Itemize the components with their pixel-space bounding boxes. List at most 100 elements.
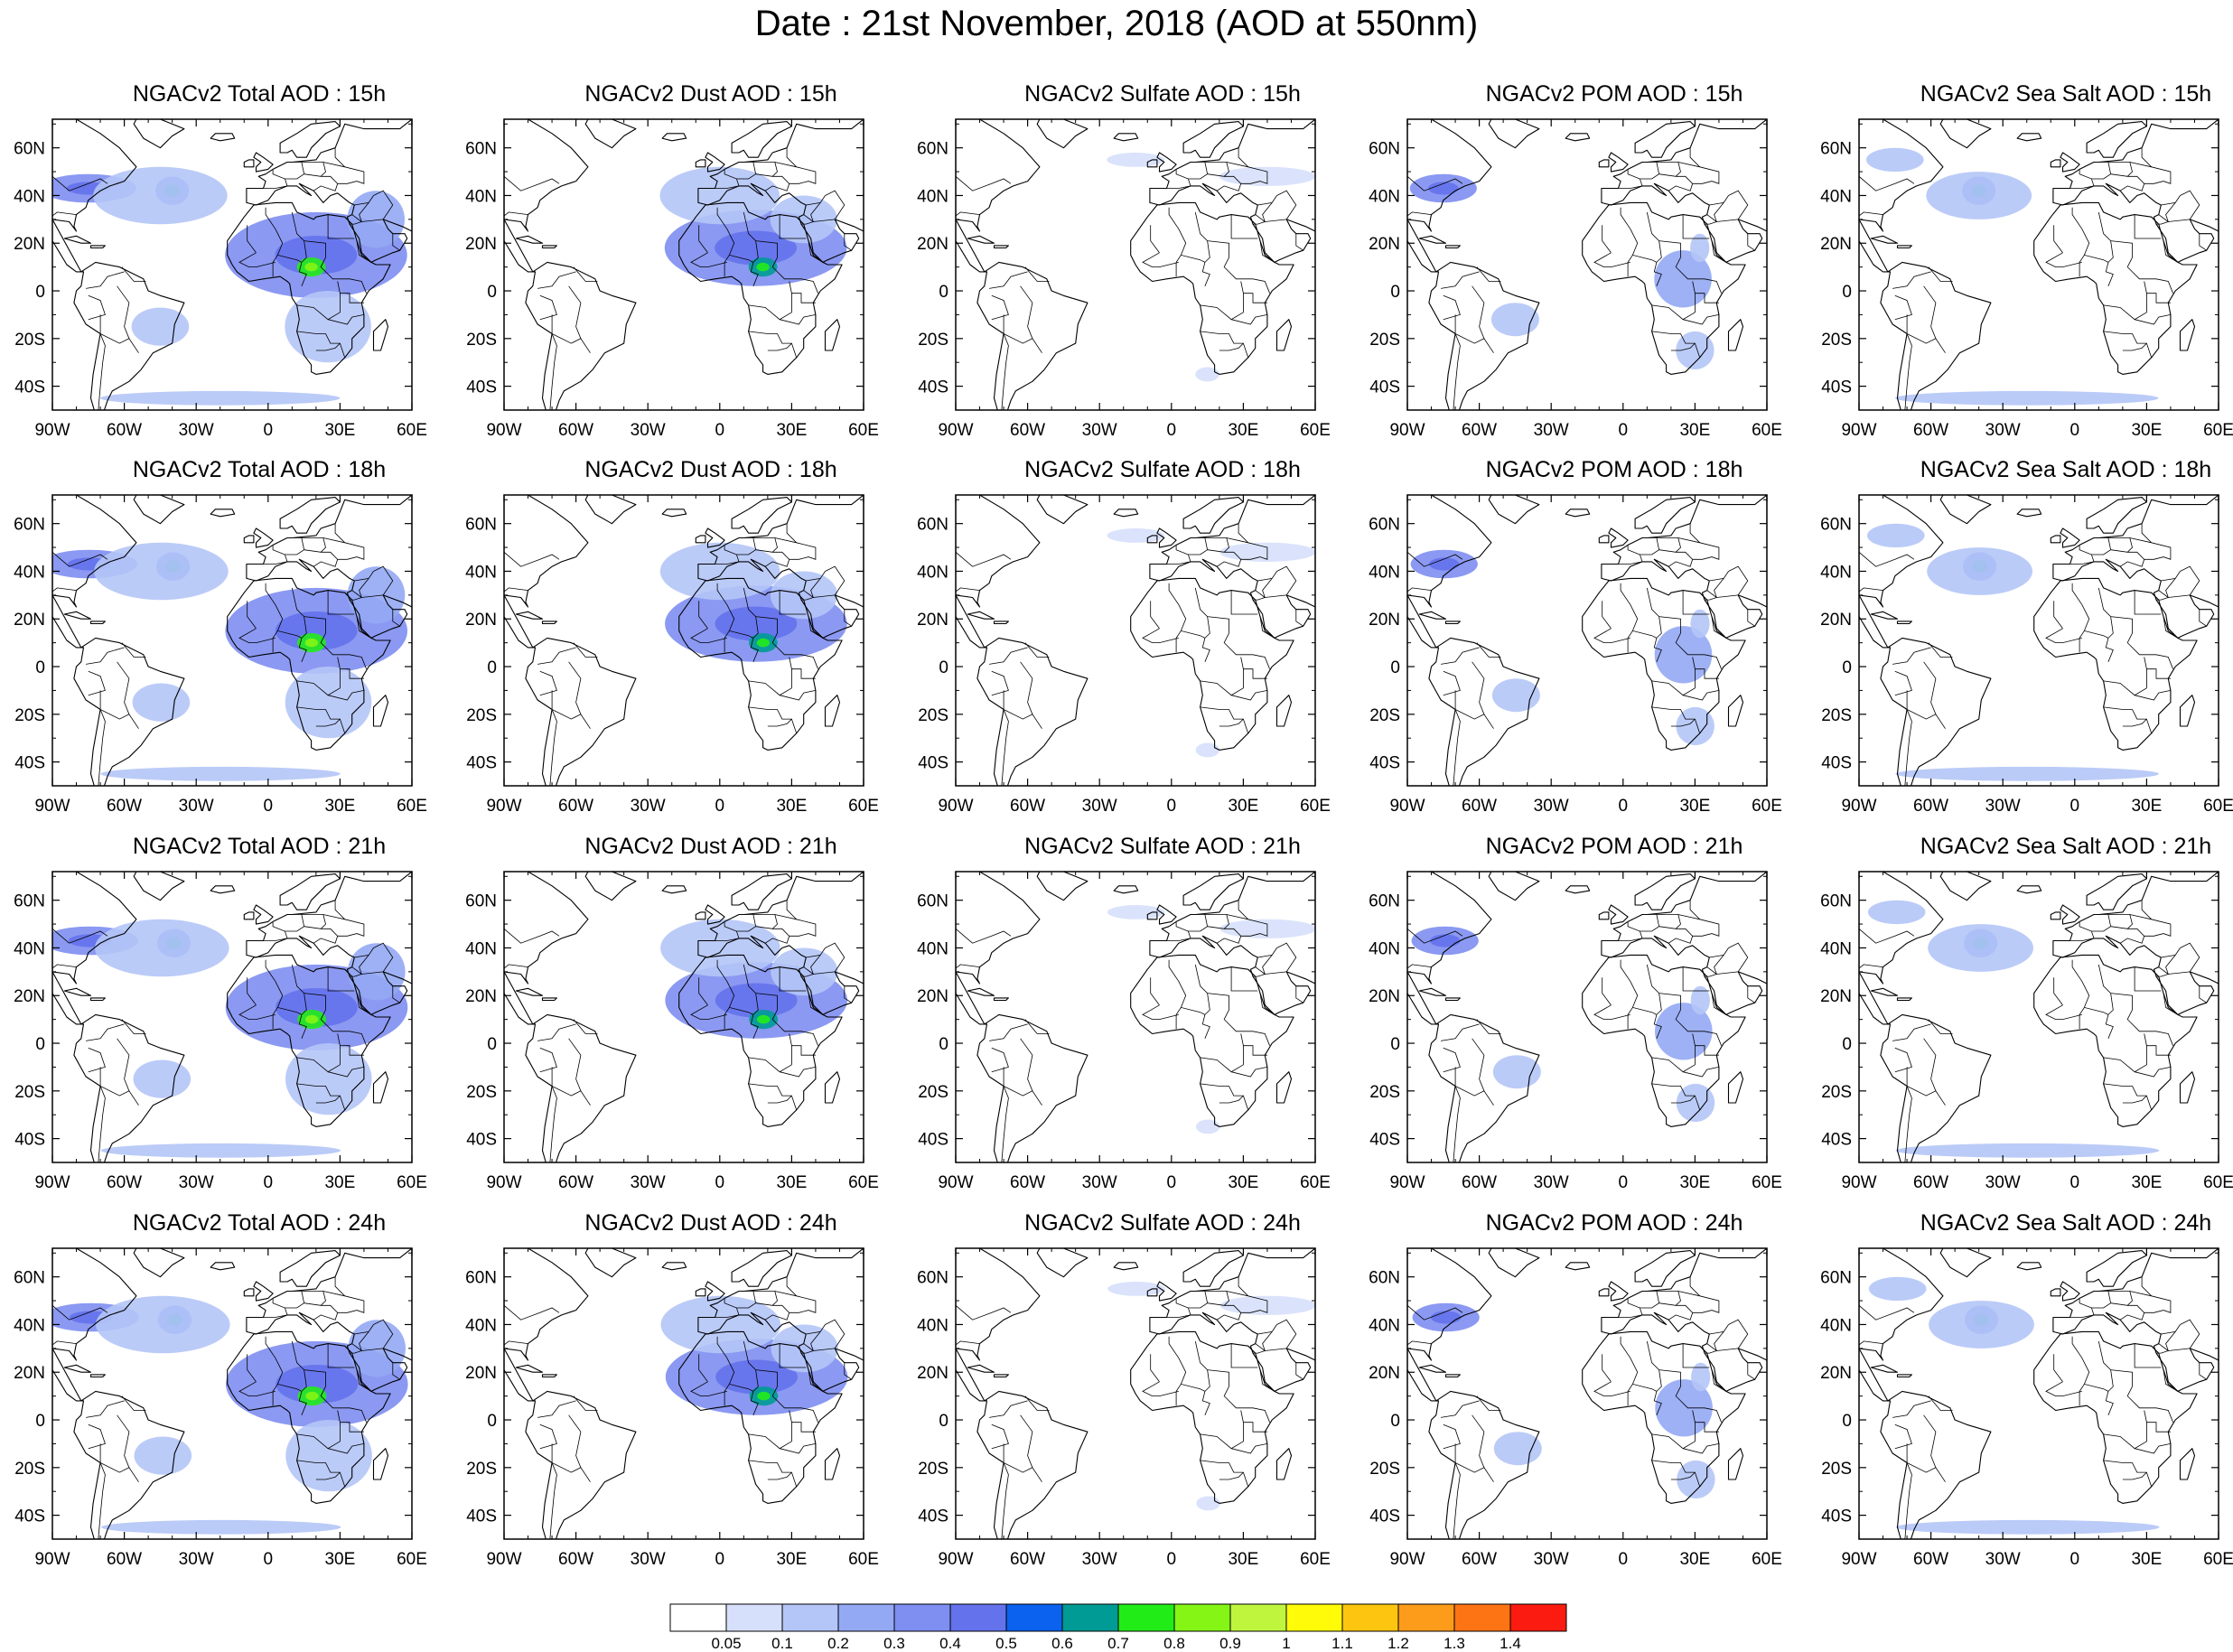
country-border bbox=[356, 240, 372, 263]
map-frame bbox=[955, 871, 1316, 1163]
country-border bbox=[844, 609, 852, 627]
country-border bbox=[1168, 207, 1187, 256]
coastline-central-america bbox=[1859, 1348, 1889, 1402]
coastline-north-america bbox=[956, 495, 1041, 608]
coastline-madagascar bbox=[2179, 695, 2196, 727]
coastline-britain bbox=[2060, 152, 2080, 173]
aod-plume bbox=[1676, 1083, 1715, 1123]
coastline-central-america bbox=[504, 1348, 534, 1402]
map-frame bbox=[1858, 871, 2219, 1163]
country-border bbox=[1295, 233, 1303, 251]
country-border bbox=[956, 551, 1012, 567]
country-border bbox=[2180, 190, 2200, 220]
country-border bbox=[1476, 1019, 1501, 1034]
aod-plume bbox=[1676, 706, 1714, 746]
country-border bbox=[825, 1319, 846, 1349]
country-border bbox=[313, 928, 339, 944]
country-border bbox=[356, 1369, 372, 1392]
country-border bbox=[1204, 537, 1229, 553]
coastline-central-america bbox=[1407, 971, 1437, 1025]
lat-label: 20S bbox=[14, 331, 45, 350]
lon-label: 60E bbox=[1752, 421, 1782, 440]
lon-label: 90W bbox=[938, 1173, 973, 1192]
coastline-madagascar bbox=[824, 1448, 841, 1480]
aod-plume bbox=[1196, 1496, 1220, 1511]
lon-label: 30W bbox=[179, 1173, 214, 1192]
country-border bbox=[1894, 294, 1912, 321]
country-border bbox=[350, 590, 363, 601]
country-border bbox=[392, 609, 400, 627]
country-border bbox=[1142, 1004, 1179, 1021]
country-border bbox=[748, 1410, 792, 1450]
country-border bbox=[1859, 1304, 1915, 1321]
country-border bbox=[1923, 285, 1937, 339]
country-border bbox=[791, 1045, 816, 1056]
lon-label: 90W bbox=[34, 1550, 70, 1569]
country-border bbox=[86, 271, 125, 289]
aod-plume bbox=[770, 571, 838, 620]
country-border bbox=[1216, 175, 1242, 191]
country-border bbox=[296, 331, 346, 359]
panel-title: NGACv2 Dust AOD : 24h bbox=[584, 1210, 837, 1236]
aod-plume bbox=[100, 766, 341, 781]
country-border bbox=[549, 1462, 557, 1539]
lon-label: 60E bbox=[2203, 797, 2233, 816]
country-border bbox=[748, 331, 798, 359]
country-border bbox=[549, 1086, 557, 1162]
country-border bbox=[121, 642, 146, 658]
country-border bbox=[1651, 281, 1696, 321]
lon-label: 60W bbox=[1010, 797, 1045, 816]
coastline-greenland bbox=[1488, 1248, 1540, 1278]
country-border bbox=[1593, 1381, 1630, 1397]
country-border bbox=[1142, 628, 1179, 644]
aod-plume bbox=[347, 191, 406, 248]
country-border bbox=[1653, 240, 1662, 286]
country-border bbox=[1668, 928, 1694, 944]
country-border bbox=[1859, 175, 1915, 191]
coastline-central-america bbox=[1859, 971, 1889, 1025]
country-border bbox=[1928, 642, 1953, 658]
lon-label: 60W bbox=[107, 421, 142, 440]
country-border bbox=[549, 333, 557, 410]
country-border bbox=[1001, 1086, 1009, 1162]
coastline-south-america bbox=[1428, 1013, 1540, 1162]
coastline-hispaniola bbox=[1444, 621, 1461, 625]
lat-label: 20S bbox=[1821, 331, 1852, 350]
country-border bbox=[724, 1383, 754, 1406]
country-border bbox=[1230, 966, 1258, 992]
country-border bbox=[296, 1033, 341, 1073]
country-border bbox=[1166, 545, 1191, 565]
coastline-south-america bbox=[1880, 637, 1992, 786]
coastline-iceland bbox=[1565, 885, 1591, 894]
lon-label: 60W bbox=[107, 797, 142, 816]
country-border bbox=[2119, 928, 2145, 944]
coastline-ireland bbox=[1598, 911, 1610, 920]
country-border bbox=[736, 914, 757, 932]
lon-label: 60W bbox=[1010, 1173, 1045, 1192]
country-border bbox=[1670, 718, 1696, 727]
country-border bbox=[2107, 914, 2133, 929]
lon-label: 90W bbox=[1841, 1550, 1876, 1569]
coastline-cuba bbox=[515, 1364, 544, 1373]
colorbar-swatch bbox=[1061, 1603, 1119, 1632]
lat-label: 20N bbox=[465, 611, 497, 630]
country-border bbox=[340, 1045, 364, 1056]
country-border bbox=[1003, 1443, 1042, 1482]
country-border bbox=[2103, 331, 2153, 359]
country-border bbox=[1618, 545, 1643, 565]
country-border bbox=[551, 314, 591, 353]
lon-label: 60E bbox=[1300, 421, 1331, 440]
country-border bbox=[2165, 578, 2191, 598]
country-border bbox=[2165, 202, 2191, 222]
country-border bbox=[1276, 190, 1297, 220]
lon-label: 90W bbox=[1389, 421, 1425, 440]
coastline-south-america bbox=[1880, 1390, 1992, 1539]
coastline-cuba bbox=[515, 235, 544, 244]
lon-label: 30W bbox=[631, 797, 666, 816]
country-border bbox=[272, 1383, 303, 1406]
country-border bbox=[298, 240, 307, 286]
map-frame bbox=[1858, 494, 2219, 787]
lon-label: 0 bbox=[2070, 1173, 2080, 1192]
country-border bbox=[1200, 1410, 1244, 1450]
coastline-cuba bbox=[967, 1364, 995, 1373]
